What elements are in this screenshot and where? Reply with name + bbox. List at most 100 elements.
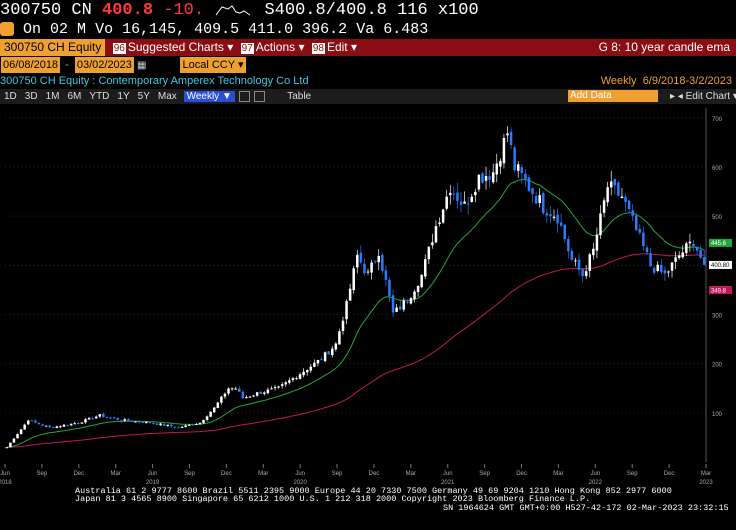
candle bbox=[66, 424, 69, 427]
candle bbox=[584, 265, 588, 280]
suggested-charts-menu[interactable]: 96 Suggested Charts ▾ bbox=[112, 40, 234, 54]
candle bbox=[577, 253, 581, 276]
chart-type-icon[interactable] bbox=[238, 90, 250, 102]
period-1m-button[interactable]: 1M bbox=[45, 91, 60, 102]
candle bbox=[263, 391, 266, 396]
ema-fast-path bbox=[6, 179, 705, 448]
period-5y-button[interactable]: 5Y bbox=[137, 91, 150, 102]
candle bbox=[609, 170, 613, 196]
candle bbox=[98, 413, 102, 418]
candle bbox=[552, 209, 556, 221]
sparkline-icon bbox=[214, 3, 254, 17]
table-button[interactable]: Table bbox=[287, 91, 312, 102]
ticker-field[interactable]: 300750 CH Equity bbox=[0, 39, 106, 56]
x-tick-label: Dec bbox=[73, 471, 84, 477]
candles bbox=[5, 126, 706, 449]
x-tick-label: Jun bbox=[590, 471, 600, 477]
x-axis: Jun 2018 Sep Dec Mar Jun 2019 Sep Dec Mar Jun 2020 S… bbox=[0, 464, 713, 486]
x-year-label: 2019 bbox=[146, 480, 160, 486]
candle bbox=[395, 303, 398, 313]
y-tick-label: 600 bbox=[712, 166, 723, 172]
period-1y-button[interactable]: 1Y bbox=[117, 91, 130, 102]
candle bbox=[588, 252, 592, 278]
x-tick-label: Mar bbox=[258, 471, 268, 477]
svg-text:400.80: 400.80 bbox=[711, 263, 730, 269]
x-tick-label: Mar bbox=[553, 471, 563, 477]
candle bbox=[402, 297, 406, 312]
candle bbox=[484, 166, 488, 190]
candle bbox=[34, 419, 37, 424]
candle bbox=[284, 381, 288, 387]
candle bbox=[127, 418, 130, 422]
end-date-input[interactable]: 03/02/2023 bbox=[74, 57, 134, 73]
currency-select[interactable]: Local CCY ▾ bbox=[179, 57, 247, 73]
candle bbox=[398, 300, 402, 311]
x-year-label: 2018 bbox=[0, 480, 12, 486]
candle bbox=[170, 423, 173, 428]
high-price: 411.0 bbox=[248, 21, 294, 38]
open-price: 409.5 bbox=[194, 21, 240, 38]
candle bbox=[220, 395, 223, 405]
candle bbox=[130, 420, 134, 423]
time-value: 02 M bbox=[50, 21, 87, 38]
candle bbox=[323, 351, 327, 363]
candle bbox=[166, 424, 169, 427]
candle bbox=[227, 387, 230, 396]
last-price-tag: 400.80 bbox=[709, 260, 732, 269]
candle bbox=[141, 421, 144, 424]
ema-fast-tag: 445.6 bbox=[709, 238, 732, 247]
x-tick-label: Dec bbox=[664, 471, 675, 477]
footer-line-3: SN 1964624 GMT GMT+0:00 H527-42-172 02-M… bbox=[443, 503, 729, 513]
edit-chart-button[interactable]: ▸ ◂ Edit Chart ▾ ▣ bbox=[670, 91, 736, 102]
candle bbox=[652, 266, 656, 275]
candle bbox=[613, 178, 617, 195]
candle bbox=[134, 421, 137, 423]
candle bbox=[534, 191, 538, 205]
candle bbox=[234, 386, 237, 390]
candle bbox=[602, 197, 606, 218]
price-chart[interactable]: 100200300400500600700 Jun2018SepDecMarJu… bbox=[0, 104, 736, 486]
interval-select[interactable]: Weekly ▼ bbox=[183, 91, 235, 102]
indicator-icon[interactable] bbox=[254, 90, 266, 102]
candle bbox=[635, 213, 638, 231]
candle bbox=[631, 203, 634, 222]
chart-template-title: G 8: 10 year candle ema bbox=[598, 40, 730, 54]
edit-menu[interactable]: 98 Edit ▾ bbox=[311, 40, 357, 54]
calendar-icon[interactable]: ▦ bbox=[136, 60, 147, 71]
candle bbox=[302, 368, 305, 378]
candle bbox=[692, 240, 695, 251]
candle bbox=[148, 421, 152, 424]
bid-ask-size: 116 x100 bbox=[397, 1, 479, 20]
chart-grid bbox=[5, 108, 707, 462]
candle bbox=[55, 425, 59, 429]
period-ytd-button[interactable]: YTD bbox=[89, 91, 110, 102]
vwap: Va 6.483 bbox=[356, 21, 429, 38]
start-date-input[interactable]: 06/08/2018 bbox=[1, 57, 61, 73]
candle bbox=[273, 384, 277, 391]
candle bbox=[502, 133, 506, 169]
candle bbox=[359, 245, 363, 265]
candle bbox=[119, 419, 123, 423]
candle bbox=[59, 425, 62, 428]
candle bbox=[48, 424, 51, 428]
x-tick: Sep bbox=[184, 464, 195, 477]
add-data-input[interactable]: Add Data bbox=[568, 90, 658, 102]
actions-menu[interactable]: 97 Actions ▾ bbox=[240, 40, 305, 54]
period-6m-button[interactable]: 6M bbox=[67, 91, 82, 102]
period-info: Weekly 6/9/2018-3/2/2023 bbox=[600, 75, 732, 87]
ema-slow-tag: 349.8 bbox=[709, 286, 732, 294]
x-tick: Mar bbox=[111, 464, 121, 477]
period-3d-button[interactable]: 3D bbox=[24, 91, 38, 102]
period-1d-button[interactable]: 1D bbox=[4, 91, 17, 102]
ema-slow-line bbox=[6, 253, 705, 448]
x-tick: Dec bbox=[221, 464, 232, 477]
candle bbox=[567, 235, 570, 259]
candle bbox=[123, 417, 127, 422]
candle bbox=[280, 382, 284, 389]
x-tick: Sep bbox=[332, 464, 343, 477]
candle bbox=[574, 258, 577, 267]
period-max-button[interactable]: Max bbox=[157, 91, 177, 102]
candle bbox=[26, 419, 30, 425]
candle bbox=[338, 328, 341, 345]
candle bbox=[245, 395, 248, 399]
